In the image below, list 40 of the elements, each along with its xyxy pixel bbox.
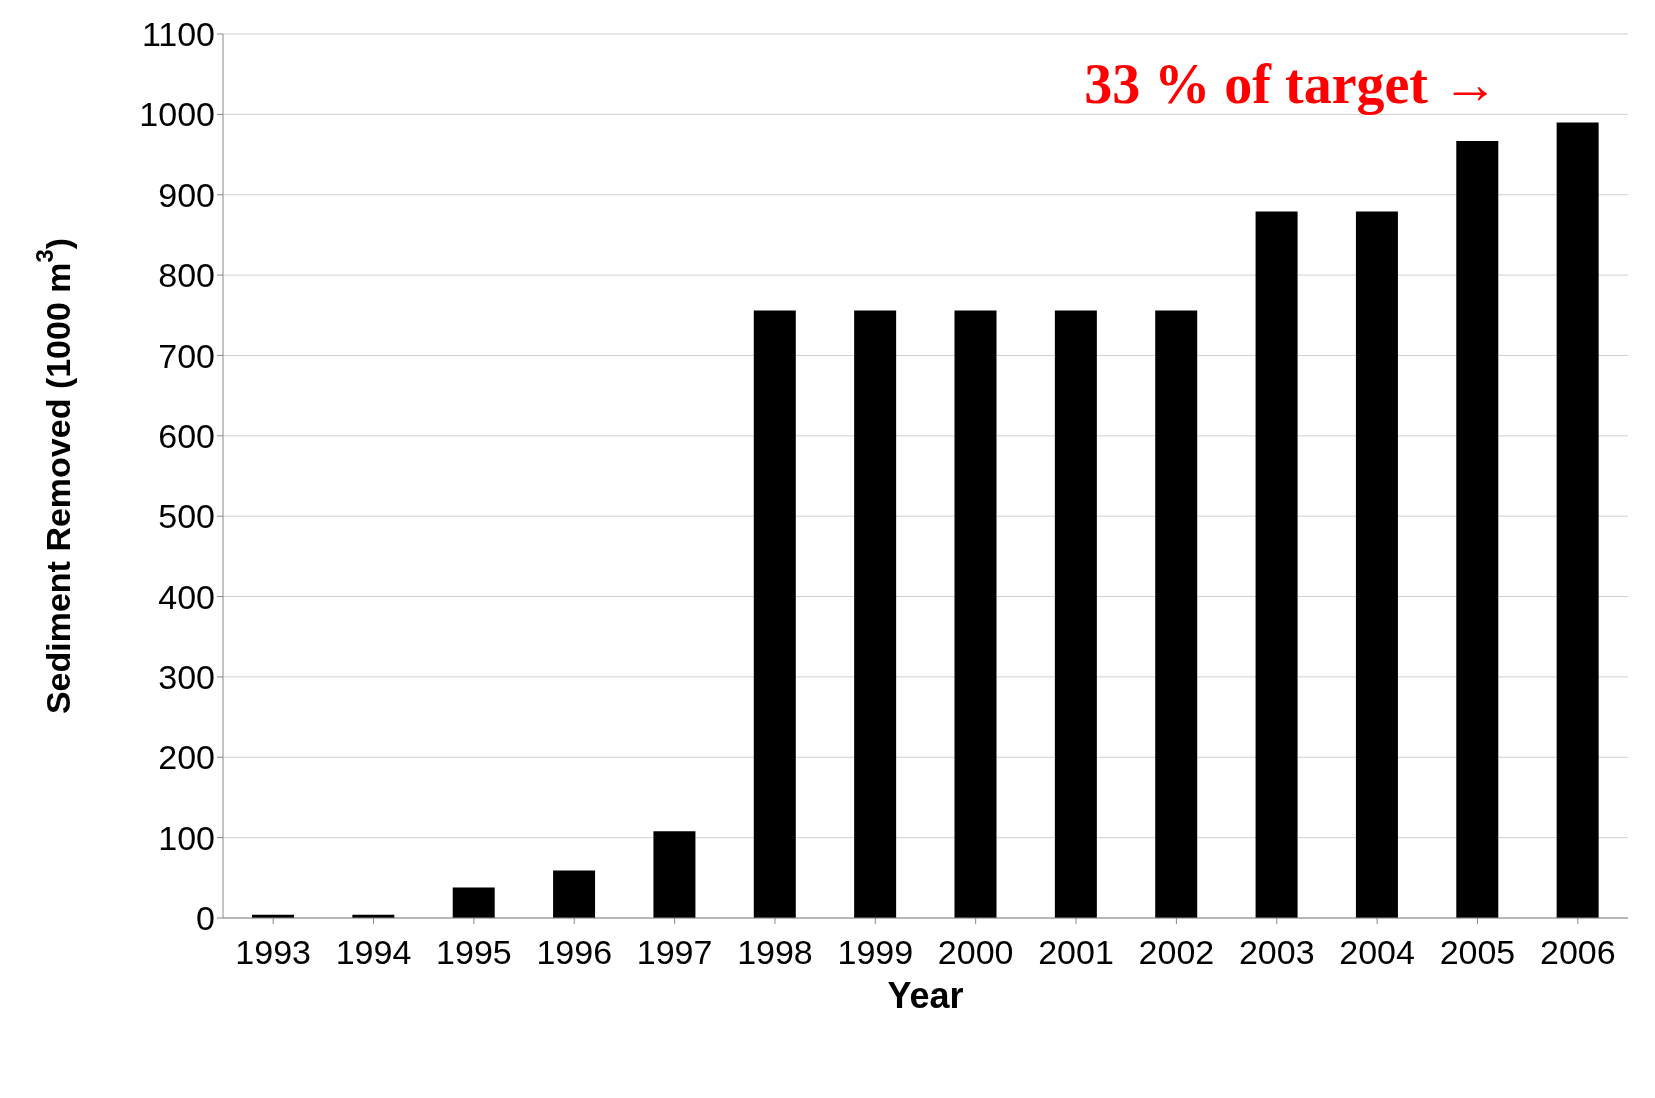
x-tick-label: 1997 bbox=[636, 933, 713, 972]
bar bbox=[452, 887, 495, 918]
y-tick-label: 0 bbox=[196, 899, 215, 938]
x-tick-label: 1995 bbox=[436, 933, 512, 972]
bar bbox=[854, 310, 897, 918]
bar bbox=[954, 310, 997, 918]
x-tick-label: 1999 bbox=[837, 933, 914, 972]
y-tick-label: 500 bbox=[158, 497, 215, 536]
x-axis-title: Year bbox=[887, 975, 964, 1016]
bar bbox=[1155, 310, 1198, 918]
bar bbox=[1255, 211, 1298, 918]
annotation: 33 % of target → bbox=[1084, 52, 1498, 116]
y-tick-label: 200 bbox=[158, 738, 215, 777]
x-tick-label: 2003 bbox=[1238, 933, 1315, 972]
y-tick-label: 600 bbox=[158, 416, 215, 455]
x-tick-label: 1998 bbox=[737, 933, 813, 972]
x-tick-label: 2004 bbox=[1339, 933, 1415, 972]
x-tick-label: 2005 bbox=[1439, 933, 1516, 972]
y-tick-label: 100 bbox=[158, 818, 215, 857]
x-tick-label: 2000 bbox=[937, 933, 1014, 972]
y-tick-label: 800 bbox=[158, 256, 215, 295]
x-tick-label: 1993 bbox=[235, 933, 311, 972]
y-tick-label: 300 bbox=[158, 657, 215, 696]
x-tick-label: 1994 bbox=[335, 933, 412, 972]
bar bbox=[1355, 211, 1398, 918]
x-tick-label: 2001 bbox=[1038, 933, 1114, 972]
bar bbox=[1456, 140, 1499, 918]
y-tick-label: 400 bbox=[158, 577, 215, 616]
bar bbox=[1054, 310, 1097, 918]
bar bbox=[753, 310, 796, 918]
x-tick-label: 2006 bbox=[1540, 933, 1616, 972]
x-tick-label: 2002 bbox=[1138, 933, 1215, 972]
y-tick-label: 700 bbox=[158, 336, 215, 375]
bar bbox=[653, 831, 696, 918]
y-tick-label: 900 bbox=[158, 175, 215, 214]
bar bbox=[553, 870, 596, 918]
bar bbox=[1556, 122, 1599, 918]
y-tick-label: 1100 bbox=[141, 15, 215, 54]
y-tick-label: 1000 bbox=[139, 95, 215, 134]
x-tick-label: 1996 bbox=[536, 933, 613, 972]
